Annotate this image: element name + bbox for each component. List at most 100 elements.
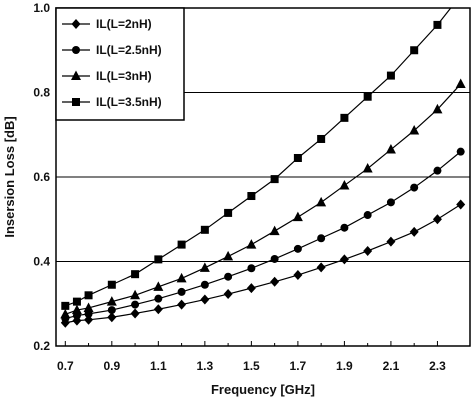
- data-point: [316, 196, 327, 207]
- y-tick-label: 0.8: [33, 86, 50, 100]
- data-point: [246, 283, 256, 294]
- data-point: [84, 291, 93, 300]
- series-group: [60, 8, 466, 328]
- legend-label: IL(L=2.5nH): [96, 43, 162, 57]
- data-point: [386, 198, 395, 207]
- y-axis-title: Insersion Loss [dB]: [2, 116, 17, 237]
- data-point: [386, 71, 395, 80]
- data-point: [176, 272, 187, 283]
- legend-marker: [72, 46, 80, 54]
- y-tick-label: 0.2: [33, 339, 50, 353]
- data-point: [270, 276, 280, 287]
- data-point: [247, 192, 256, 201]
- x-tick-label: 1.1: [150, 359, 167, 373]
- data-point: [61, 301, 70, 310]
- data-point: [270, 254, 279, 263]
- x-tick-label: 1.3: [197, 359, 214, 373]
- data-point: [317, 234, 326, 243]
- data-point: [130, 289, 141, 300]
- data-point: [293, 270, 303, 281]
- data-point: [269, 225, 280, 236]
- data-point: [270, 175, 279, 184]
- y-tick-label: 1.0: [33, 1, 50, 15]
- data-point: [363, 92, 372, 101]
- data-point: [72, 297, 81, 306]
- x-axis-title: Frequency [GHz]: [211, 382, 315, 397]
- y-tick-label: 0.6: [33, 170, 50, 184]
- legend: IL(L=2nH) IL(L=2.5nH) IL(L=3nH) IL(L=3.5nH): [55, 7, 185, 121]
- data-point: [293, 153, 302, 162]
- data-point: [131, 270, 140, 279]
- data-point: [456, 199, 466, 210]
- data-point: [60, 308, 71, 319]
- data-point: [432, 103, 443, 114]
- legend-label: IL(L=3.5nH): [96, 95, 162, 109]
- data-point: [106, 296, 117, 306]
- y-tick-label: 0.4: [33, 255, 50, 269]
- data-point: [84, 314, 94, 325]
- data-point: [316, 262, 326, 273]
- data-point: [340, 113, 349, 122]
- data-point: [83, 302, 94, 312]
- x-tick-label: 2.1: [383, 359, 400, 373]
- data-point: [107, 280, 116, 289]
- data-point: [340, 223, 349, 232]
- data-point: [433, 166, 442, 175]
- data-point: [410, 46, 419, 55]
- data-point: [177, 287, 186, 296]
- data-point: [385, 144, 396, 154]
- data-point: [130, 308, 140, 319]
- x-tick-label: 1.5: [243, 359, 260, 373]
- legend-marker: [71, 19, 81, 29]
- x-tick-label: 0.9: [103, 359, 120, 373]
- series-diamond: [60, 199, 466, 328]
- legend-marker: [71, 70, 81, 80]
- axis-ticks: 0.7 0.9 1.1 1.3 1.5 1.7 1.9 2.1 2.3 0.2 0.4 0.6 0.8 1…: [33, 1, 446, 373]
- legend-label: IL(L=3nH): [96, 69, 152, 83]
- data-point: [409, 125, 420, 135]
- data-point: [363, 245, 373, 256]
- data-point: [409, 226, 419, 237]
- data-point: [455, 78, 466, 89]
- data-point: [131, 300, 140, 309]
- data-point: [410, 183, 419, 192]
- series-circle: [61, 147, 465, 323]
- data-point: [154, 255, 163, 264]
- x-tick-label: 1.9: [336, 359, 353, 373]
- data-point: [339, 179, 350, 190]
- data-point: [247, 264, 256, 273]
- data-point: [292, 211, 303, 222]
- data-point: [223, 250, 234, 261]
- data-point: [177, 299, 187, 310]
- data-point: [224, 208, 233, 217]
- data-point: [154, 294, 163, 303]
- data-point: [433, 20, 442, 29]
- data-point: [362, 163, 373, 173]
- data-point: [246, 239, 257, 249]
- series-square: [61, 8, 452, 310]
- data-point: [386, 236, 396, 247]
- data-point: [200, 294, 210, 305]
- x-tick-label: 2.3: [429, 359, 446, 373]
- data-point: [200, 280, 209, 289]
- x-tick-label: 1.7: [290, 359, 307, 373]
- data-point: [363, 211, 372, 220]
- data-point: [224, 272, 233, 281]
- data-point: [432, 214, 442, 225]
- data-point: [107, 306, 116, 315]
- data-point: [293, 244, 302, 253]
- data-point: [200, 225, 209, 234]
- x-tick-label: 0.7: [57, 359, 74, 373]
- data-point: [71, 304, 82, 315]
- legend-marker: [72, 98, 80, 106]
- data-point: [456, 147, 465, 156]
- data-point: [339, 254, 349, 265]
- data-point: [199, 262, 210, 272]
- data-point: [153, 304, 163, 315]
- data-point: [177, 240, 186, 249]
- data-point: [153, 281, 164, 291]
- series-triangle: [60, 78, 466, 319]
- data-point: [223, 289, 233, 300]
- data-point: [107, 312, 117, 323]
